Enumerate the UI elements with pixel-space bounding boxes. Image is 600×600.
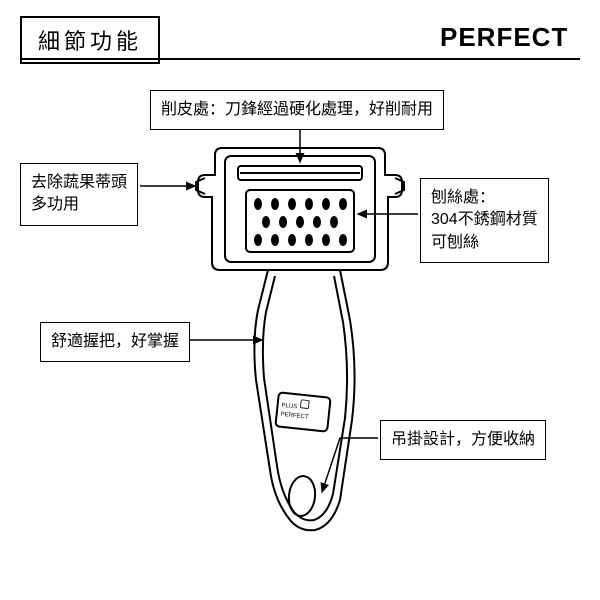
product-logo-text: PLUS	[281, 403, 297, 411]
callout-blade: 削皮處：刀鋒經過硬化處理，好削耐用	[150, 90, 444, 130]
leader-hanghole	[322, 438, 378, 492]
callout-stemtip: 去除蔬果蒂頭 多功用	[20, 163, 138, 226]
svg-text:PERFECT: PERFECT	[280, 412, 309, 421]
callout-hanghole: 吊掛設計，方便收納	[380, 420, 546, 460]
callout-grater: 刨絲處： 304不銹鋼材質 可刨絲	[420, 178, 549, 263]
callout-handle: 舒適握把，好掌握	[40, 322, 190, 362]
